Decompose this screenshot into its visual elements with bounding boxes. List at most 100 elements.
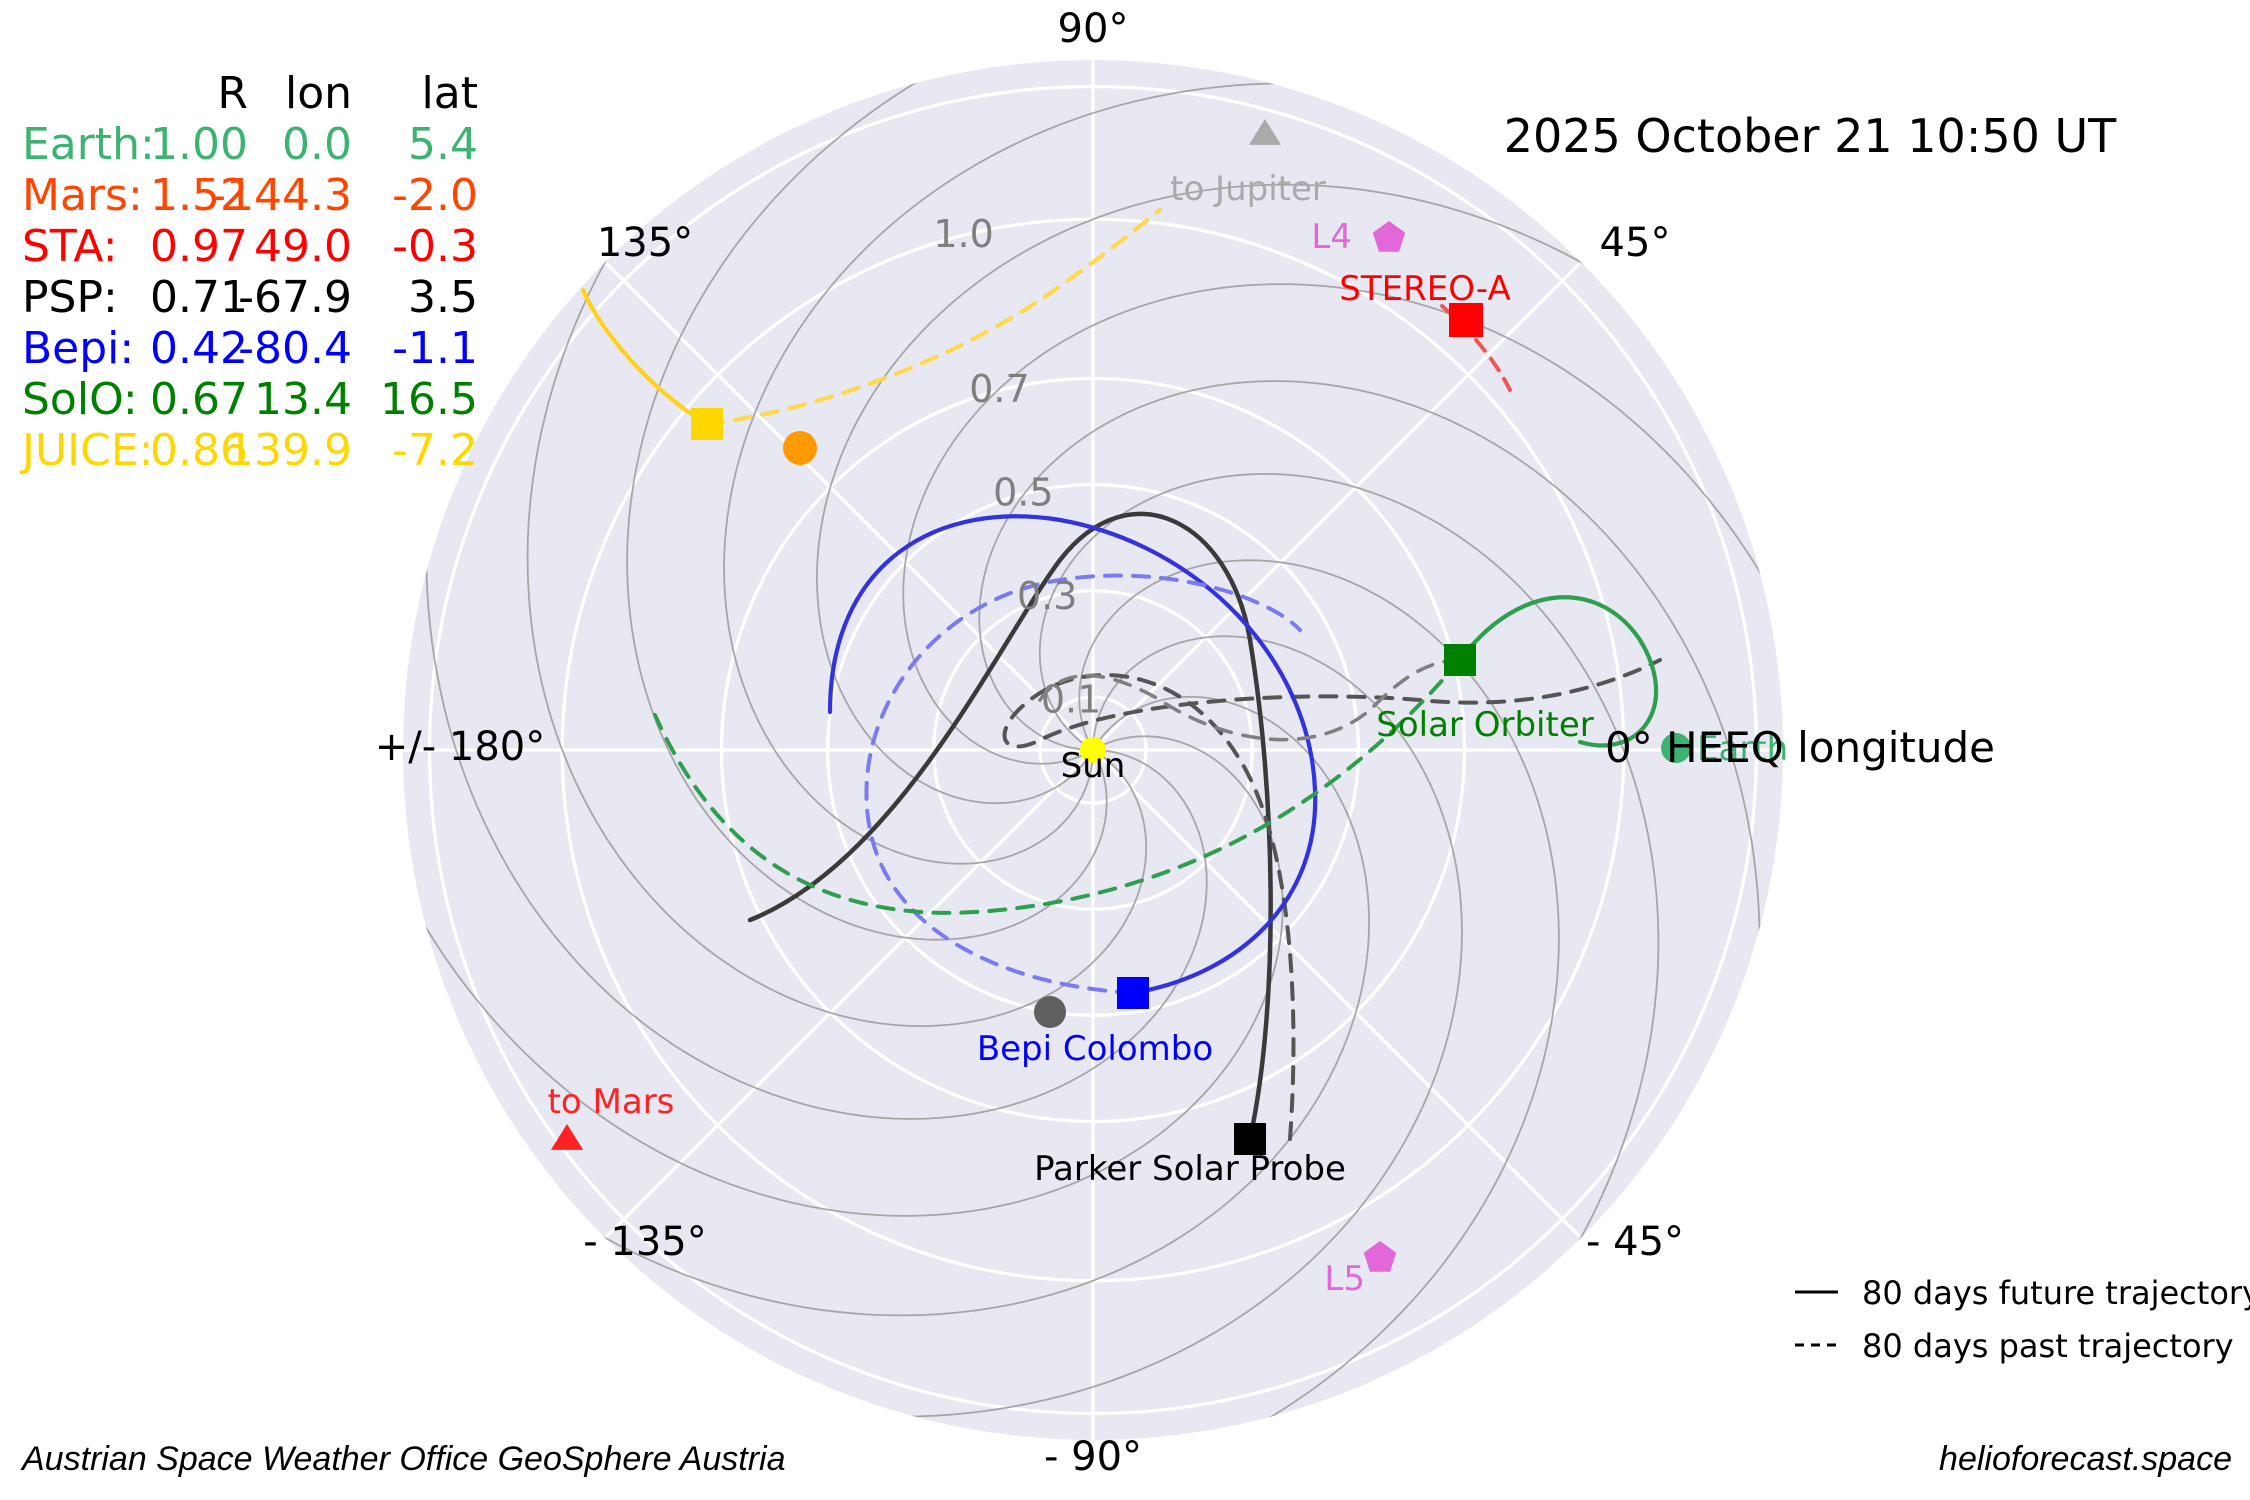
sun-marker-icon[interactable] xyxy=(1080,737,1106,763)
table-cell-sta-lat: -0.3 xyxy=(392,221,478,272)
legend-future-label: 80 days future trajectory xyxy=(1862,1274,2250,1312)
solo-future-trajectory xyxy=(1457,595,1659,748)
table-cell-psp-R: 0.71 xyxy=(150,272,248,323)
venus-marker-group[interactable] xyxy=(783,431,817,465)
stereo-a-marker-icon[interactable] xyxy=(1449,303,1483,337)
table-cell-earth-lat: 5.4 xyxy=(408,119,478,170)
table-row-name-bepi: Bepi: xyxy=(22,323,134,374)
body-markers: Sun Earth STEREO-A Solar Orbiter Bepi Colomb… xyxy=(548,119,1788,1299)
psp-marker-icon[interactable] xyxy=(1234,1123,1266,1155)
mercury-marker-group[interactable] xyxy=(1034,996,1066,1028)
earth-marker-icon[interactable] xyxy=(1661,733,1691,763)
parker-spiral-lines xyxy=(403,60,1783,1440)
mercury-marker-icon[interactable] xyxy=(1034,996,1066,1028)
to-mars-label: to Mars xyxy=(548,1082,675,1122)
radial-tick-0.5: 0.5 xyxy=(993,470,1053,514)
table-cell-mars-lon: -144.3 xyxy=(210,170,352,221)
radial-tick-0.7: 0.7 xyxy=(969,367,1029,411)
radial-tick-1.0: 1.0 xyxy=(933,212,993,256)
psp-past-trajectory xyxy=(1002,658,1662,1141)
radial-tick-0.1: 0.1 xyxy=(1041,677,1101,721)
solar-orbiter-label: Solar Orbiter xyxy=(1376,705,1593,745)
stereo-a-label: STEREO-A xyxy=(1339,269,1510,309)
solo-past-trajectory xyxy=(653,658,1462,915)
solar-orbiter-marker-group[interactable]: Solar Orbiter xyxy=(1376,644,1594,745)
angle-tick-labels: 90° 45° 135° +/- 180° - 135° - 45° - 90° xyxy=(375,6,1684,1480)
table-cell-psp-lon: -67.9 xyxy=(238,272,352,323)
table-row-name-earth: Earth: xyxy=(22,119,155,170)
earth-marker-group[interactable]: Earth xyxy=(1661,729,1788,769)
sun-marker-group[interactable]: Sun xyxy=(1061,737,1126,786)
footer-right: helioforecast.space xyxy=(1939,1440,2232,1478)
table-row-name-psp: PSP: xyxy=(22,272,118,323)
table-cell-bepi-lat: -1.1 xyxy=(392,323,478,374)
table-row-name-mars: Mars: xyxy=(22,170,143,221)
table-cell-bepi-R: 0.42 xyxy=(150,323,248,374)
table-cell-earth-lon: 0.0 xyxy=(282,119,352,170)
angle-label-0: 90° xyxy=(1058,6,1129,52)
psp-marker-group[interactable]: Parker Solar Probe xyxy=(1034,1123,1346,1189)
to-jupiter-label: to Jupiter xyxy=(1170,169,1326,209)
l4-label: L4 xyxy=(1311,217,1352,257)
table-row-name-juice: JUICE: xyxy=(19,425,154,476)
l5-label: L5 xyxy=(1324,1259,1365,1299)
table-cell-solo-lon: 13.4 xyxy=(254,374,352,425)
angle-label-2: 135° xyxy=(597,220,693,266)
venus-marker-icon[interactable] xyxy=(783,431,817,465)
sun-label: Sun xyxy=(1061,746,1126,786)
table-cell-solo-R: 0.67 xyxy=(150,374,248,425)
psp-future-trajectory xyxy=(747,511,1273,1142)
table-cell-sta-lon: 49.0 xyxy=(254,221,352,272)
table-cell-earth-R: 1.00 xyxy=(150,119,248,170)
bepi-colombo-label: Bepi Colombo xyxy=(977,1029,1213,1069)
bepi-past-trajectory xyxy=(864,573,1302,995)
table-cell-juice-R: 0.86 xyxy=(150,425,248,476)
juice-future-trajectory xyxy=(580,287,710,427)
l4-marker-icon[interactable] xyxy=(1372,221,1406,252)
to-jupiter-marker-group[interactable]: to Jupiter xyxy=(1170,119,1326,209)
to-jupiter-marker-icon[interactable] xyxy=(1248,119,1282,145)
solar-orbiter-marker-icon[interactable] xyxy=(1444,644,1476,676)
table-cell-mars-lat: -2.0 xyxy=(392,170,478,221)
trajectory-lines xyxy=(580,207,1662,1142)
solo-past-gray-trajectory xyxy=(1038,658,1462,742)
juice-marker-group[interactable] xyxy=(691,408,723,440)
angle-label-4: - 135° xyxy=(583,1219,707,1265)
table-cell-solo-lat: 16.5 xyxy=(380,374,478,425)
bepi-colombo-marker-icon[interactable] xyxy=(1117,977,1149,1009)
to-mars-marker-icon[interactable] xyxy=(550,1124,584,1150)
trajectory-legend: 80 days future trajectory 80 days past t… xyxy=(1795,1274,2250,1365)
table-cell-bepi-lon: -80.4 xyxy=(238,323,352,374)
bepi-colombo-marker-group[interactable]: Bepi Colombo xyxy=(977,977,1213,1069)
legend-past-label: 80 days past trajectory xyxy=(1862,1327,2234,1365)
table-cell-juice-lat: -7.2 xyxy=(392,425,478,476)
heeq-longitude-label: 0° HEEQ longitude xyxy=(1605,723,1995,772)
l5-marker-group[interactable]: L5 xyxy=(1324,1241,1397,1299)
stereo-a-marker-group[interactable]: STEREO-A xyxy=(1339,269,1511,337)
l5-marker-icon[interactable] xyxy=(1363,1241,1397,1272)
angle-label-6: - 90° xyxy=(1044,1434,1142,1480)
table-row-name-solo: SolO: xyxy=(22,374,138,425)
l4-marker-group[interactable]: L4 xyxy=(1311,217,1406,257)
angle-label-5: - 45° xyxy=(1586,1219,1684,1265)
to-mars-marker-group[interactable]: to Mars xyxy=(548,1082,675,1150)
table-row-name-sta: STA: xyxy=(22,221,118,272)
polar-grid xyxy=(403,60,1783,1440)
table-header-lon: lon xyxy=(285,68,352,119)
footer-left: Austrian Space Weather Office GeoSphere … xyxy=(20,1440,786,1478)
psp-label: Parker Solar Probe xyxy=(1034,1149,1346,1189)
juice-marker-icon[interactable] xyxy=(691,408,723,440)
table-header-R: R xyxy=(217,68,248,119)
radial-tick-0.3: 0.3 xyxy=(1017,574,1077,618)
juice-past-trajectory xyxy=(704,207,1163,427)
radial-tick-labels: 0.1 0.3 0.5 0.7 1.0 xyxy=(933,212,1101,721)
table-cell-sta-R: 0.97 xyxy=(150,221,248,272)
bepi-future-trajectory xyxy=(827,514,1318,996)
angle-label-1: 45° xyxy=(1600,220,1671,266)
earth-label: Earth xyxy=(1697,729,1788,769)
table-cell-juice-lon: 139.9 xyxy=(226,425,352,476)
plot-title: 2025 October 21 10:50 UT xyxy=(1504,109,2117,163)
